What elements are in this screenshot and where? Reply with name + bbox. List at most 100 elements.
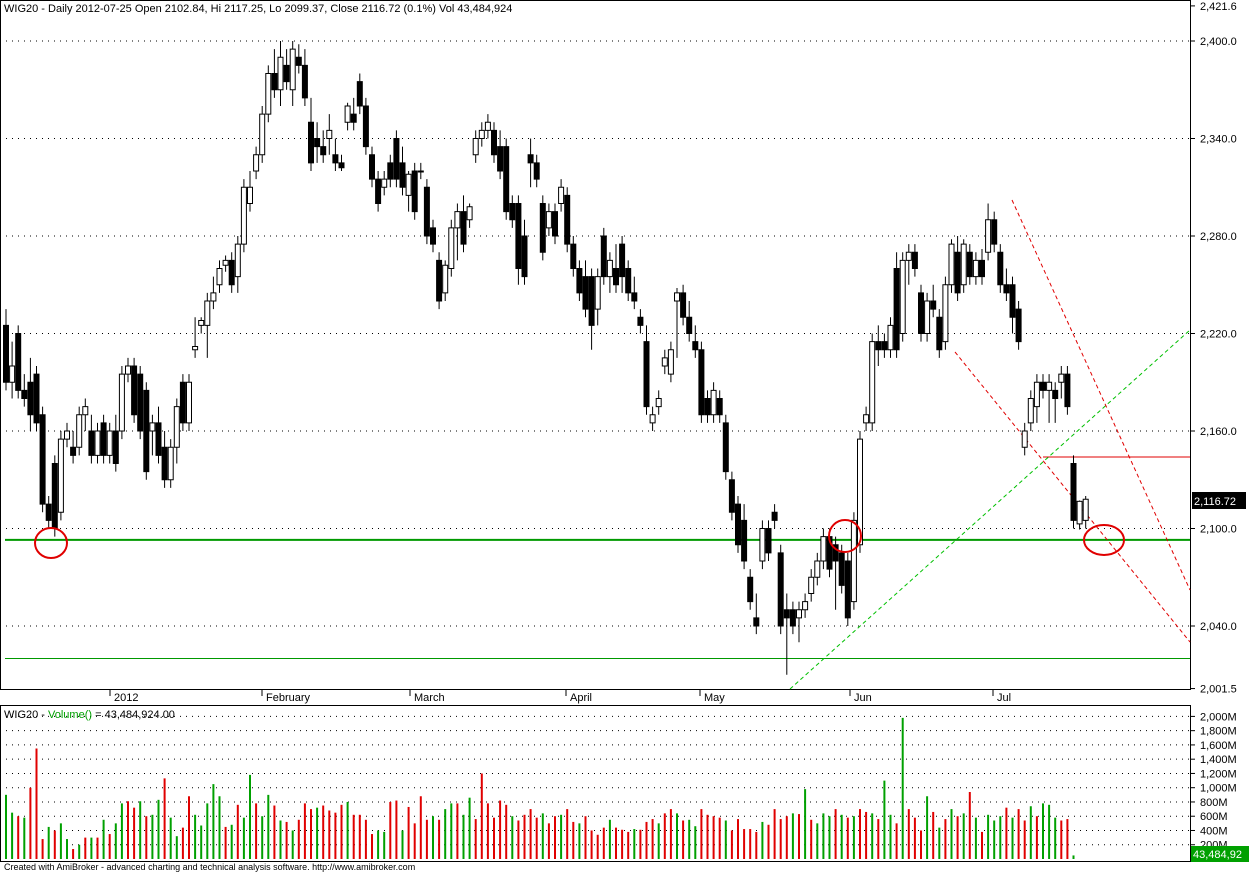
candle — [277, 41, 284, 106]
x-tick-label: April — [570, 692, 592, 704]
candle-body — [192, 346, 199, 351]
candle-body — [375, 178, 382, 204]
candle — [301, 49, 308, 106]
candle-body — [606, 259, 613, 278]
candle-body — [9, 365, 16, 383]
candle-body — [893, 268, 900, 351]
candle — [88, 414, 95, 464]
candle-body — [680, 292, 687, 318]
candle — [64, 422, 70, 448]
candle-body — [576, 268, 583, 294]
candle — [722, 414, 729, 480]
candle-body — [259, 113, 266, 156]
candle — [863, 406, 870, 431]
candle — [167, 439, 174, 488]
candle-body — [240, 186, 247, 245]
candle — [143, 382, 150, 480]
candle-body — [796, 609, 802, 619]
candle — [70, 431, 77, 464]
candle — [838, 544, 845, 594]
candle — [948, 239, 955, 293]
volume-title-series: Volume() — [48, 709, 92, 721]
candle — [527, 138, 534, 188]
candle — [875, 325, 882, 366]
price-tick-label: 2,220.0 — [1200, 329, 1237, 341]
candle-body — [143, 389, 150, 473]
candle-body — [600, 235, 607, 278]
candle-body — [405, 173, 412, 196]
candle-body — [155, 422, 162, 456]
candle-body — [167, 446, 174, 481]
highlight-circle-jul — [1083, 524, 1125, 556]
x-tick-label: March — [414, 692, 445, 704]
candle — [1082, 496, 1089, 529]
candle — [728, 471, 735, 521]
candle-body — [381, 178, 388, 188]
candle — [631, 276, 638, 310]
candle-body — [838, 552, 845, 586]
candle — [1015, 301, 1022, 350]
candle-body — [997, 251, 1004, 286]
candle-body — [314, 138, 321, 148]
candle — [283, 49, 290, 90]
candle — [259, 106, 266, 163]
candle — [972, 252, 979, 285]
candle-body — [326, 129, 333, 139]
candle — [881, 333, 888, 358]
candle-body — [558, 186, 565, 204]
candle-body — [253, 154, 260, 172]
candle-body — [362, 105, 369, 148]
volume-tick-label: 800M — [1200, 797, 1228, 809]
candle-body — [70, 446, 77, 456]
candle-body — [564, 194, 571, 245]
candle-body — [899, 259, 906, 334]
candle-body — [637, 316, 644, 326]
candle — [137, 366, 144, 440]
candle-body — [643, 341, 650, 408]
candle — [399, 146, 406, 196]
candle-body — [51, 463, 58, 529]
candle — [741, 504, 748, 570]
candle — [295, 44, 302, 74]
candle-body — [289, 48, 296, 91]
candle — [966, 244, 973, 285]
candle-body — [765, 528, 772, 554]
candle — [362, 97, 369, 155]
candle — [15, 325, 22, 399]
candle — [381, 171, 388, 196]
candle — [179, 374, 186, 431]
candle-body — [33, 373, 40, 424]
candle-body — [844, 560, 851, 619]
candle-body — [332, 154, 339, 164]
candle-body — [960, 243, 967, 286]
candle — [1064, 366, 1071, 415]
price-tick-label: 2,100.0 — [1200, 524, 1237, 536]
price-panel-title: WIG20 - Daily 2012-07-25 Open 2102.84, H… — [4, 3, 512, 15]
candle — [204, 292, 211, 358]
price-tick-label: 2,001.5 — [1200, 684, 1237, 696]
candle-body — [631, 292, 638, 302]
candle-body — [436, 259, 443, 302]
candle — [606, 252, 613, 293]
candle — [680, 284, 687, 326]
candle — [387, 154, 394, 188]
candle-body — [808, 576, 815, 594]
candle-body — [924, 300, 931, 334]
candle — [344, 102, 351, 131]
candle — [1058, 366, 1065, 399]
candle — [924, 292, 931, 342]
candle-body — [869, 341, 876, 424]
candle-body — [802, 601, 809, 611]
candle-body — [753, 617, 760, 627]
candle-body — [448, 227, 455, 269]
candle — [686, 301, 693, 342]
candle-body — [527, 154, 534, 164]
candle-body — [521, 235, 528, 278]
candle-body — [509, 203, 516, 221]
candle-body — [3, 324, 9, 383]
candle-body — [887, 324, 894, 351]
candle-body — [198, 320, 205, 326]
candle-body — [545, 211, 552, 229]
candle — [613, 244, 619, 293]
candle-body — [972, 259, 979, 278]
